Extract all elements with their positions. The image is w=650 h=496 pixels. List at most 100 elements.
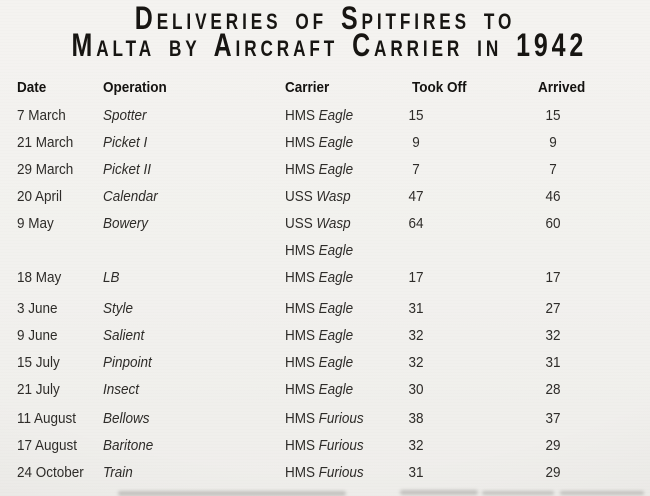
table-row: 11 August Bellows HMS Furious 38 37 — [0, 405, 650, 432]
operation-value: Salient — [103, 327, 145, 344]
carrier-cell: HMS Furious — [285, 464, 412, 481]
took-off-value: 9 — [412, 134, 420, 151]
carrier-value: USS Wasp — [285, 188, 351, 205]
table-row: 3 June Style HMS Eagle 31 27 — [0, 295, 650, 322]
operation-cell: Insect — [103, 381, 285, 398]
table-row: HMS Eagle — [0, 237, 650, 264]
scan-artifact — [482, 491, 554, 495]
took-off-cell: 7 — [412, 161, 538, 178]
carrier-prefix: USS — [285, 215, 313, 232]
column-header-label: Carrier — [285, 78, 330, 96]
operation-cell: Picket II — [103, 161, 285, 178]
date-cell: 20 April — [17, 188, 103, 205]
arrived-cell: 32 — [538, 327, 650, 344]
took-off-cell: 31 — [408, 464, 538, 481]
took-off-value: 47 — [408, 188, 424, 205]
operation-value: Style — [103, 300, 134, 317]
column-header-arrived: Arrived — [538, 79, 650, 96]
arrived-cell: 7 — [538, 161, 650, 178]
took-off-cell: 32 — [408, 437, 538, 454]
date-cell: 9 May — [17, 215, 103, 232]
took-off-value: 64 — [408, 215, 424, 232]
arrived-value: 17 — [545, 269, 561, 286]
table-row: 18 May LB HMS Eagle 17 17 — [0, 264, 650, 291]
date-cell: 21 March — [17, 134, 103, 151]
operation-value: Spotter — [103, 107, 147, 124]
carrier-ship-name: Wasp — [316, 215, 351, 232]
date-value: 29 March — [17, 161, 74, 178]
carrier-ship-name: Eagle — [318, 107, 354, 124]
column-header-date: Date — [17, 79, 103, 96]
arrived-cell: 29 — [538, 464, 650, 481]
carrier-prefix: HMS — [285, 410, 316, 427]
operation-value: Bowery — [103, 215, 149, 232]
date-value: 21 July — [17, 381, 60, 398]
date-value: 17 August — [17, 437, 78, 454]
column-header-label: Date — [17, 78, 47, 96]
took-off-cell: 64 — [408, 215, 538, 232]
table-row: 15 July Pinpoint HMS Eagle 32 31 — [0, 349, 650, 376]
table-row: 9 May Bowery USS Wasp 64 60 — [0, 210, 650, 237]
operation-cell: Calendar — [103, 188, 285, 205]
carrier-ship-name: Furious — [318, 437, 364, 454]
took-off-cell: 9 — [412, 134, 538, 151]
carrier-prefix: HMS — [285, 269, 316, 286]
operation-cell: Picket I — [103, 134, 285, 151]
date-value: 3 June — [17, 300, 58, 317]
carrier-value: HMS Eagle — [285, 300, 353, 317]
arrived-value: 60 — [545, 215, 561, 232]
date-cell: 17 August — [17, 437, 103, 454]
arrived-cell — [538, 242, 650, 259]
carrier-prefix: HMS — [285, 437, 316, 454]
table-row: 17 August Baritone HMS Furious 32 29 — [0, 432, 650, 459]
arrived-cell: 31 — [538, 354, 650, 371]
table-row: 29 March Picket II HMS Eagle 7 7 — [0, 156, 650, 183]
arrived-value: 31 — [545, 354, 561, 371]
carrier-value: USS Wasp — [285, 215, 351, 232]
carrier-prefix: HMS — [285, 381, 316, 398]
date-cell: 3 June — [17, 300, 103, 317]
carrier-prefix: HMS — [285, 107, 316, 124]
date-value: 21 March — [17, 134, 74, 151]
arrived-cell: 29 — [538, 437, 650, 454]
took-off-value: 32 — [408, 327, 424, 344]
took-off-cell: 17 — [408, 269, 538, 286]
arrived-value: 37 — [545, 410, 561, 427]
carrier-ship-name: Eagle — [318, 242, 354, 259]
carrier-cell: USS Wasp — [285, 215, 412, 232]
table-row: 21 July Insect HMS Eagle 30 28 — [0, 376, 650, 403]
arrived-value: 15 — [545, 107, 561, 124]
carrier-prefix: HMS — [285, 327, 316, 344]
carrier-cell: USS Wasp — [285, 188, 412, 205]
arrived-cell: 60 — [538, 215, 650, 232]
took-off-value: 32 — [408, 354, 424, 371]
operation-value: LB — [103, 269, 120, 286]
arrived-value: 9 — [549, 134, 557, 151]
operation-value: Insect — [103, 381, 140, 398]
took-off-cell: 47 — [408, 188, 538, 205]
date-cell: 11 August — [17, 410, 103, 427]
date-value: 11 August — [17, 410, 77, 427]
date-value: 18 May — [17, 269, 62, 286]
carrier-cell: HMS Eagle — [285, 107, 412, 124]
carrier-value: HMS Eagle — [285, 354, 353, 371]
took-off-cell: 32 — [408, 327, 538, 344]
carrier-prefix: HMS — [285, 464, 316, 481]
arrived-value: 27 — [545, 300, 561, 317]
carrier-prefix: HMS — [285, 161, 316, 178]
operation-value: Pinpoint — [103, 354, 152, 371]
table-row: 9 June Salient HMS Eagle 32 32 — [0, 322, 650, 349]
date-cell: 29 March — [17, 161, 103, 178]
table-row: 7 March Spotter HMS Eagle 15 15 — [0, 102, 650, 129]
carrier-value: HMS Furious — [285, 410, 364, 427]
column-header-took-off: Took Off — [412, 79, 538, 96]
column-header-carrier: Carrier — [285, 79, 412, 96]
took-off-value: 17 — [408, 269, 424, 286]
operation-cell: Spotter — [103, 107, 285, 124]
date-value: 9 May — [17, 215, 54, 232]
carrier-cell: HMS Eagle — [285, 300, 412, 317]
carrier-cell: HMS Furious — [285, 437, 412, 454]
table-row: 24 October Train HMS Furious 31 29 — [0, 459, 650, 486]
carrier-ship-name: Eagle — [318, 300, 354, 317]
